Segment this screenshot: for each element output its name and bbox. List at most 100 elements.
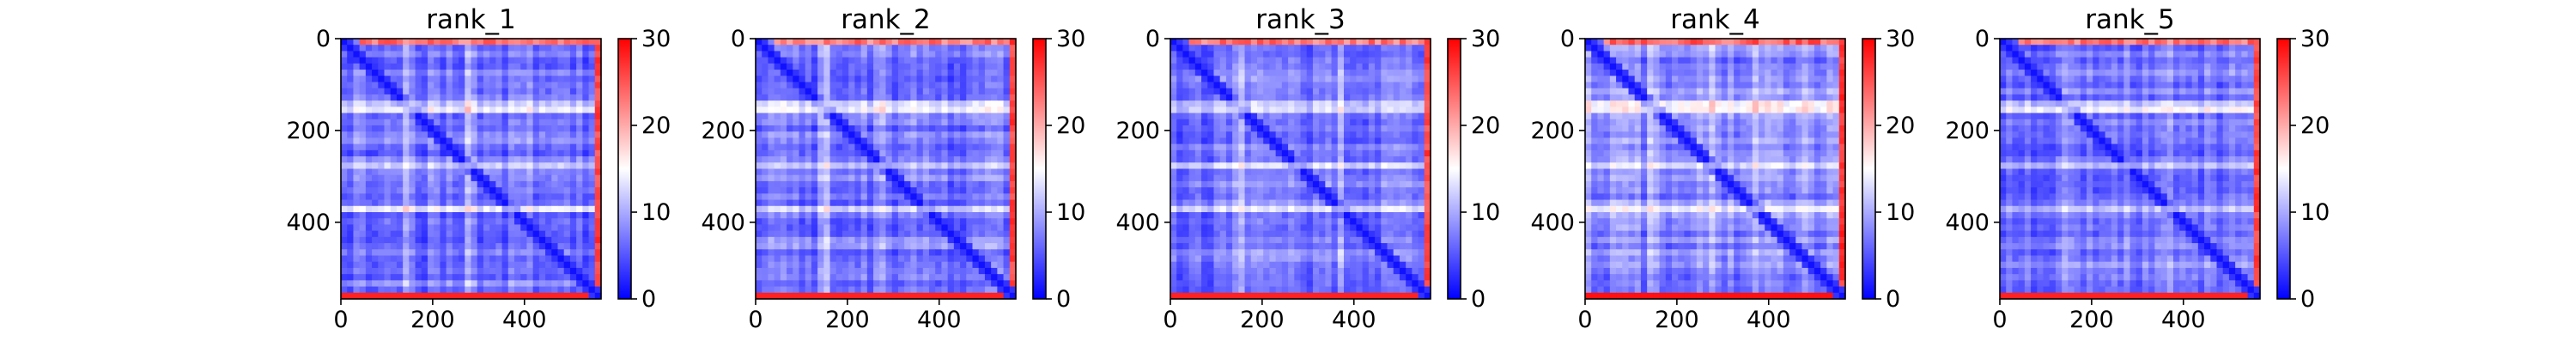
- heatmap-cell: [879, 187, 886, 194]
- heatmap-cell: [1176, 100, 1183, 107]
- heatmap-cell: [347, 125, 354, 132]
- heatmap-cell: [985, 256, 992, 263]
- heatmap-cell: [929, 162, 936, 169]
- heatmap-cell: [1301, 243, 1308, 250]
- heatmap-cell: [1325, 187, 1332, 194]
- heatmap-cell: [1004, 287, 1011, 294]
- heatmap-cell: [823, 231, 830, 238]
- heatmap-cell: [1238, 94, 1245, 101]
- heatmap-cell: [979, 45, 986, 52]
- heatmap-cell: [941, 175, 948, 182]
- heatmap-cell: [502, 206, 509, 213]
- heatmap-cell: [904, 162, 911, 169]
- heatmap-cell: [1220, 100, 1227, 107]
- heatmap-cell: [409, 150, 416, 157]
- heatmap-cell: [576, 218, 583, 225]
- heatmap-cell: [1269, 224, 1276, 231]
- heatmap-cell: [1189, 193, 1196, 200]
- heatmap-cell: [483, 88, 490, 95]
- heatmap-cell: [1004, 237, 1011, 244]
- heatmap-cell: [1294, 200, 1301, 207]
- heatmap-cell: [1313, 125, 1320, 132]
- heatmap-cell: [1388, 181, 1394, 188]
- heatmap-cell: [1251, 243, 1258, 250]
- heatmap-cell: [793, 187, 799, 194]
- heatmap-cell: [1238, 39, 1245, 46]
- heatmap-cell: [434, 175, 440, 182]
- heatmap-cell: [1325, 51, 1332, 58]
- heatmap-cell: [960, 94, 967, 101]
- heatmap-cell: [495, 131, 502, 138]
- heatmap-cell: [520, 181, 527, 188]
- heatmap-cell: [1276, 51, 1283, 58]
- heatmap-cell: [1176, 175, 1183, 182]
- heatmap-cell: [1226, 113, 1233, 120]
- heatmap-cell: [941, 64, 948, 70]
- heatmap-cell: [1189, 39, 1196, 46]
- heatmap-cell: [935, 187, 942, 194]
- heatmap-cell: [1189, 100, 1196, 107]
- heatmap-cell: [1226, 162, 1233, 169]
- heatmap-cell: [917, 224, 924, 231]
- heatmap-cell: [447, 218, 453, 225]
- heatmap-cell: [551, 82, 558, 89]
- heatmap-cell: [526, 119, 533, 126]
- heatmap-cell: [935, 45, 942, 52]
- heatmap-cell: [447, 287, 453, 294]
- heatmap-cell: [960, 212, 967, 219]
- heatmap-cell: [1406, 212, 1413, 219]
- heatmap-cell: [1288, 218, 1295, 225]
- heatmap-cell: [391, 45, 398, 52]
- heatmap-cell: [867, 107, 874, 113]
- heatmap-cell: [1269, 218, 1276, 225]
- heatmap-cell: [917, 287, 924, 294]
- heatmap-cell: [935, 94, 942, 101]
- heatmap-cell: [1338, 212, 1345, 219]
- heatmap-cell: [1276, 39, 1283, 46]
- heatmap-cell: [805, 268, 812, 275]
- heatmap-cell: [910, 193, 917, 200]
- heatmap-cell: [526, 94, 533, 101]
- heatmap-cell: [545, 162, 552, 169]
- heatmap-cell: [799, 224, 806, 231]
- heatmap-cell: [1394, 113, 1400, 120]
- heatmap-cell: [1388, 45, 1394, 52]
- heatmap-cell: [1375, 131, 1382, 138]
- heatmap-cell: [341, 156, 348, 163]
- heatmap-cell: [867, 144, 874, 151]
- heatmap-cell: [1288, 76, 1295, 82]
- heatmap-cell: [1238, 218, 1245, 225]
- heatmap-cell: [447, 243, 453, 250]
- heatmap-cell: [551, 113, 558, 120]
- heatmap-cell: [985, 243, 992, 250]
- heatmap-cell: [775, 262, 781, 269]
- heatmap-cell: [1004, 100, 1011, 107]
- heatmap-cell: [842, 268, 849, 275]
- heatmap-cell: [1412, 156, 1419, 163]
- heatmap-cell: [1282, 243, 1289, 250]
- heatmap-cell: [545, 131, 552, 138]
- heatmap-cell: [941, 125, 948, 132]
- heatmap-cell: [422, 243, 428, 250]
- heatmap-cell: [477, 287, 484, 294]
- heatmap-cell: [842, 249, 849, 256]
- heatmap-cell: [1282, 119, 1289, 126]
- heatmap-cell: [923, 144, 930, 151]
- heatmap-cell: [526, 249, 533, 256]
- heatmap-cell: [1307, 200, 1314, 207]
- heatmap-cell: [502, 51, 509, 58]
- heatmap-cell: [823, 39, 830, 46]
- heatmap-cell: [409, 162, 416, 169]
- heatmap-cell: [848, 169, 855, 176]
- heatmap-cell: [514, 268, 521, 275]
- heatmap-cell: [854, 280, 861, 287]
- heatmap-cell: [1388, 187, 1394, 194]
- heatmap-cell: [923, 193, 930, 200]
- heatmap-cell: [502, 200, 509, 207]
- heatmap-cell: [842, 119, 849, 126]
- heatmap-cell: [422, 58, 428, 64]
- heatmap-cell: [1245, 200, 1252, 207]
- heatmap-cell: [471, 107, 478, 113]
- heatmap-cell: [1201, 187, 1208, 194]
- heatmap-cell: [1189, 187, 1196, 194]
